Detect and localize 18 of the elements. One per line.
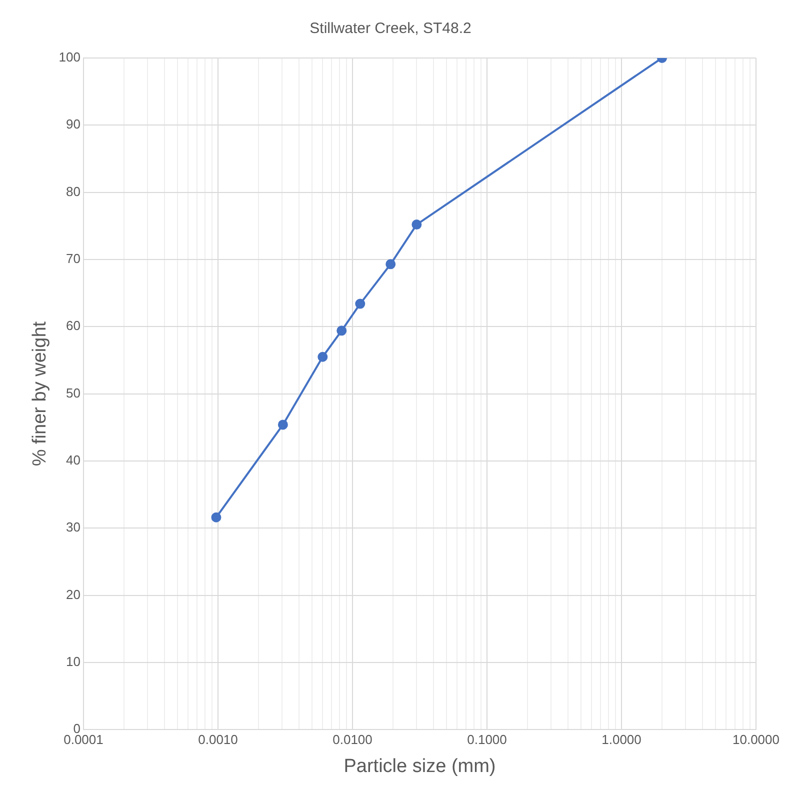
- x-tick-label: 1.0000: [602, 732, 642, 747]
- y-tick-label: 90: [66, 116, 80, 132]
- y-axis-title: % finer by weight: [30, 320, 51, 466]
- x-axis-title: Particle size (mm): [344, 756, 496, 777]
- chart-title: Stillwater Creek, ST48.2: [310, 20, 472, 38]
- y-tick-label: 70: [66, 251, 80, 266]
- x-tick-label: 0.1000: [467, 732, 507, 747]
- x-tick-label: 10.0000: [732, 732, 780, 747]
- x-tick-label: 0.0100: [332, 732, 372, 747]
- y-tick-label: 100: [58, 50, 80, 65]
- y-tick-label: 30: [66, 520, 80, 535]
- y-tick-label: 40: [66, 452, 80, 468]
- y-tick-label: 80: [66, 184, 80, 199]
- y-tick-label: 60: [66, 318, 80, 334]
- y-tick-label: 50: [66, 385, 80, 400]
- y-tick-label: 10: [66, 654, 80, 670]
- x-tick-label: 0.0010: [198, 732, 238, 747]
- y-tick-label: 20: [66, 586, 80, 602]
